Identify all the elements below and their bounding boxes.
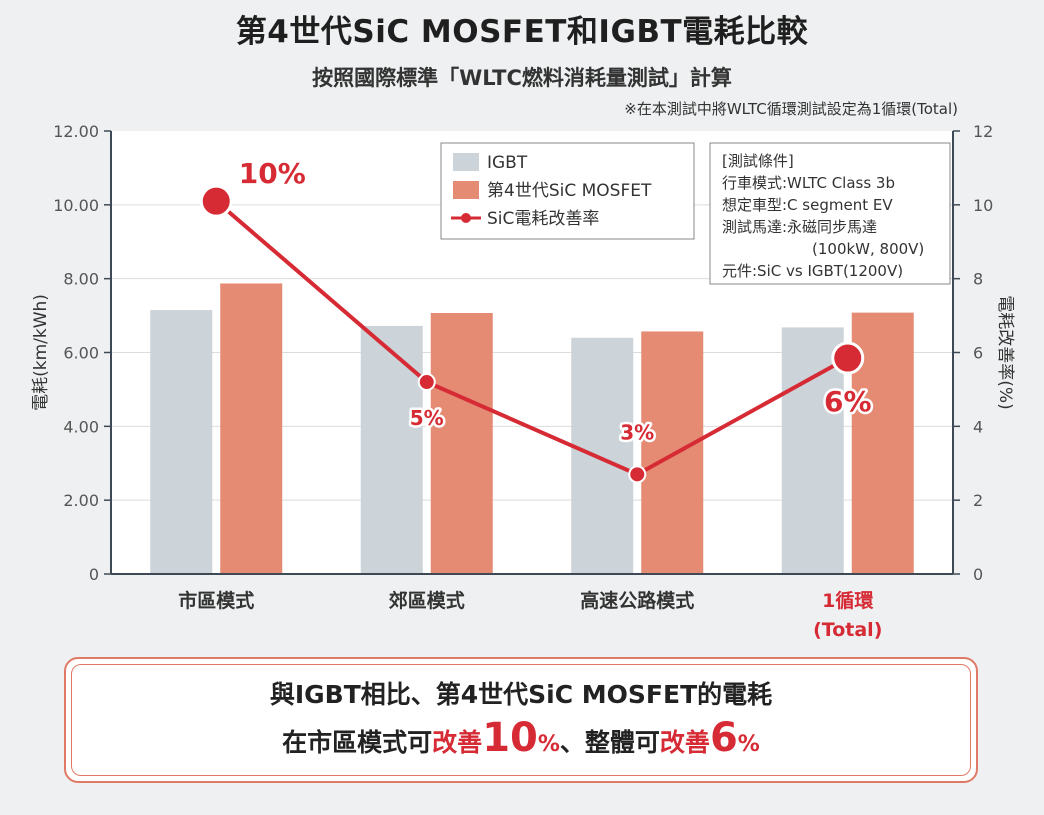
y-tick-label-left: 0 xyxy=(89,565,99,584)
legend-swatch-sic-mosfet xyxy=(453,181,479,199)
improvement-point-label: 5% xyxy=(410,406,444,430)
conclusion-line-1: 與IGBT相比、第4世代SiC MOSFET的電耗 xyxy=(269,680,773,709)
bar-igbt xyxy=(571,337,634,574)
conclusion-percent-2: % xyxy=(737,732,760,757)
conditions-line: 元件:SiC vs IGBT(1200V) xyxy=(722,262,903,280)
conclusion-text-2: 、整體可 xyxy=(559,728,660,757)
y-tick-label-right: 10 xyxy=(973,196,993,215)
legend-label-improvement: SiC電耗改善率 xyxy=(487,209,599,229)
legend-label-igbt: IGBT xyxy=(487,153,528,173)
improvement-line xyxy=(214,199,849,477)
bar-sic-mosfet xyxy=(220,283,283,574)
conditions-line: 想定車型:C segment EV xyxy=(722,196,893,214)
y-tick-label-right: 4 xyxy=(973,417,983,436)
improvement-point xyxy=(417,373,436,392)
improvement-point xyxy=(831,341,865,375)
improvement-point xyxy=(628,465,647,484)
conclusion-box: 與IGBT相比、第4世代SiC MOSFET的電耗 在市區模式可改善10%、整體… xyxy=(64,657,978,783)
y-tick-label-right: 2 xyxy=(973,491,983,510)
legend-swatch-marker xyxy=(461,213,471,223)
conclusion-number-1: 10 xyxy=(482,715,538,761)
y-axis-title-right: 電耗改善率(%) xyxy=(995,295,1015,409)
legend-box xyxy=(440,142,695,240)
y-tick-label-left: 6.00 xyxy=(63,344,99,363)
page-subtitle: 按照國際標準「WLTC燃料消耗量測試」計算 xyxy=(312,66,732,90)
conditions-line: 行車模式:WLTC Class 3b xyxy=(722,174,895,192)
improvement-point xyxy=(199,184,233,218)
y-tick-label-left: 8.00 xyxy=(63,270,99,289)
conclusion-highlight-2: 改善 xyxy=(659,728,710,757)
improvement-point-label: 3% xyxy=(620,420,654,444)
conditions-box xyxy=(709,142,951,285)
y-tick-label-right: 8 xyxy=(973,270,983,289)
conditions-title: [測試條件] xyxy=(722,152,794,170)
bar-igbt xyxy=(150,310,213,574)
y-tick-label-right: 12 xyxy=(973,122,993,141)
conclusion-line-2: 在市區模式可改善10%、整體可改善6% xyxy=(66,718,976,759)
y-axis-title-left: 電耗(km/kWh) xyxy=(31,294,51,411)
x-category-label: 郊區模式 xyxy=(389,589,465,612)
improvement-point-label: 10% xyxy=(239,157,306,190)
y-tick-label-left: 12.00 xyxy=(53,122,99,141)
y-tick-label-left: 10.00 xyxy=(53,196,99,215)
bar-sic-mosfet xyxy=(430,312,493,574)
y-tick-label-right: 0 xyxy=(973,565,983,584)
y-tick-label-left: 2.00 xyxy=(63,491,99,510)
x-category-label: 市區模式 xyxy=(178,589,254,612)
conclusion-inner-border xyxy=(71,664,971,776)
conclusion-number-2: 6 xyxy=(709,715,738,761)
conditions-line: 測試馬達:永磁同步馬達 xyxy=(722,218,877,236)
legend-swatch-igbt xyxy=(453,153,479,171)
improvement-point-label: 6% xyxy=(824,385,872,418)
x-category-label: 1循環 xyxy=(822,589,874,612)
conclusion-text-1: 在市區模式可 xyxy=(282,728,433,757)
bar-igbt xyxy=(360,325,423,574)
bar-igbt xyxy=(781,327,844,574)
y-tick-label-right: 6 xyxy=(973,344,983,363)
legend-label-sic-mosfet: 第4世代SiC MOSFET xyxy=(487,181,652,201)
x-category-label: 高速公路模式 xyxy=(580,589,694,612)
page-note: ※在本測試中將WLTC循環測試設定為1循環(Total) xyxy=(624,100,958,118)
conditions-line: (100kW, 800V) xyxy=(812,240,924,258)
chart: 0 2.00 4.00 6.00 8.00 10.00 12.00 0 2 4 6 8 10 12 電耗(k… xyxy=(31,122,1015,641)
conclusion-highlight-1: 改善 xyxy=(432,728,483,757)
y-tick-label-left: 4.00 xyxy=(63,417,99,436)
x-category-sublabel: (Total) xyxy=(813,619,882,641)
page-title: 第4世代SiC MOSFET和IGBT電耗比較 xyxy=(235,14,809,50)
conclusion-percent-1: % xyxy=(537,732,560,757)
